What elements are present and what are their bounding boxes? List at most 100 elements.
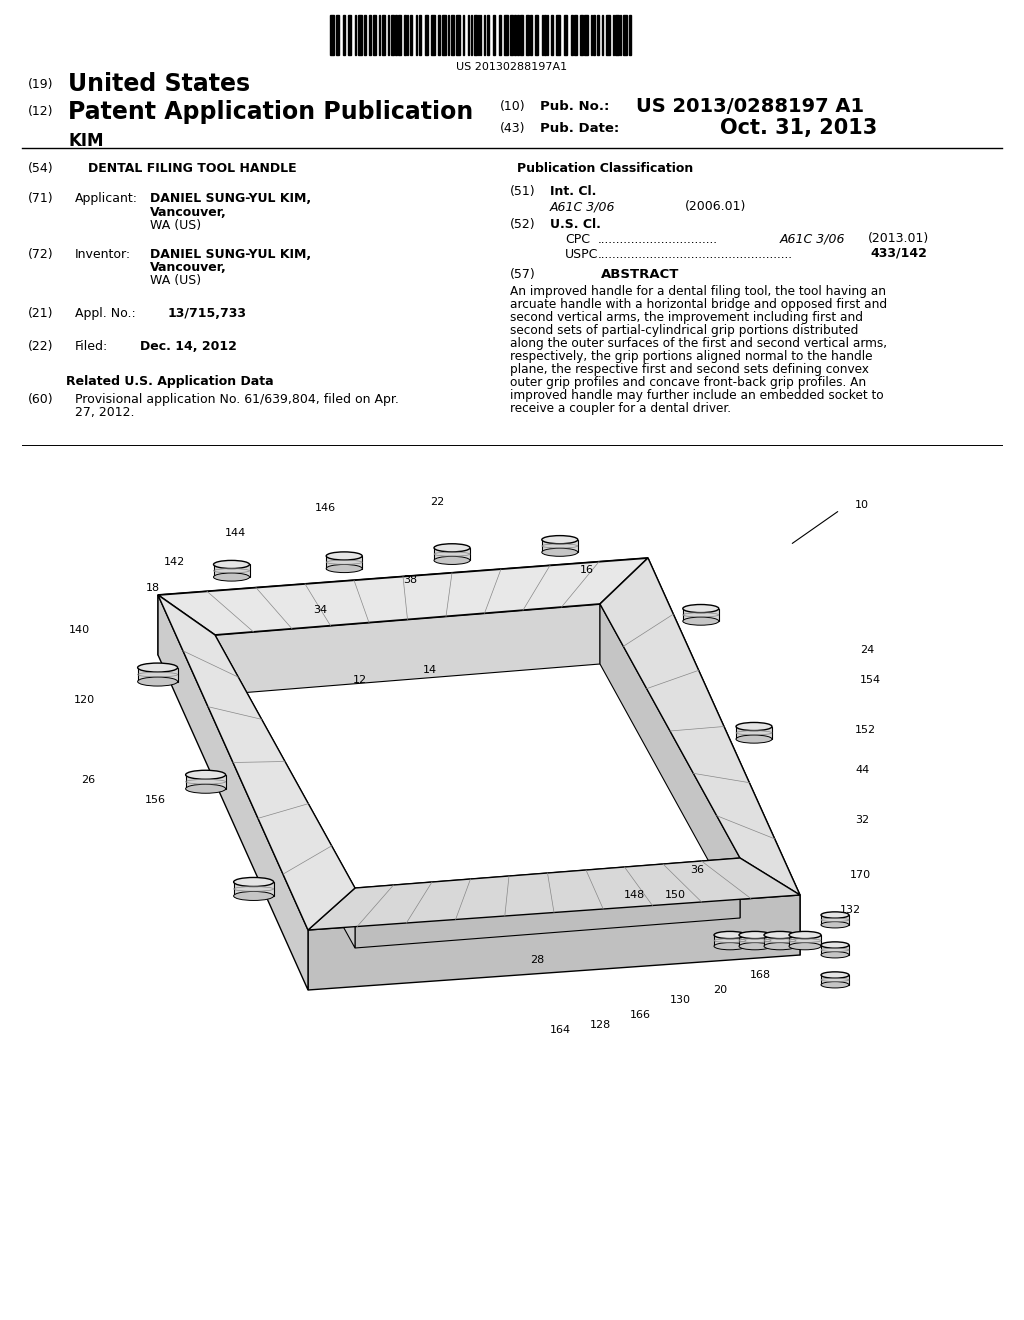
Text: Applicant:: Applicant: [75, 191, 138, 205]
Polygon shape [542, 540, 578, 552]
Bar [391, 15, 394, 55]
Polygon shape [790, 935, 821, 946]
Bar [373, 15, 376, 55]
Text: Pub. Date:: Pub. Date: [540, 121, 620, 135]
Text: U.S. Cl.: U.S. Cl. [550, 218, 601, 231]
Text: improved handle may further include an embedded socket to: improved handle may further include an e… [510, 389, 884, 403]
Ellipse shape [714, 932, 746, 939]
Text: Vancouver,: Vancouver, [150, 261, 226, 275]
Text: 18: 18 [145, 583, 160, 593]
Polygon shape [434, 548, 470, 561]
Ellipse shape [790, 932, 821, 939]
Text: 38: 38 [402, 576, 417, 585]
Text: 34: 34 [313, 605, 327, 615]
Text: WA (US): WA (US) [150, 275, 201, 286]
Text: (21): (21) [28, 308, 53, 319]
Bar [336, 15, 339, 55]
Text: 142: 142 [164, 557, 185, 568]
Text: 20: 20 [713, 985, 727, 995]
Bar [606, 15, 610, 55]
Ellipse shape [683, 618, 719, 626]
Text: outer grip profiles and concave front-back grip profiles. An: outer grip profiles and concave front-ba… [510, 376, 866, 389]
Bar [487, 15, 489, 55]
Ellipse shape [739, 942, 771, 950]
Text: 120: 120 [74, 696, 95, 705]
Text: US 20130288197A1: US 20130288197A1 [457, 62, 567, 73]
Bar [398, 15, 401, 55]
Ellipse shape [213, 573, 250, 581]
Text: Int. Cl.: Int. Cl. [550, 185, 596, 198]
Ellipse shape [233, 891, 273, 900]
Text: 16: 16 [580, 565, 594, 576]
Text: 154: 154 [860, 675, 881, 685]
Text: 148: 148 [624, 890, 645, 900]
Text: (10): (10) [500, 100, 525, 114]
Text: 156: 156 [145, 795, 166, 805]
Ellipse shape [542, 536, 578, 544]
Ellipse shape [821, 972, 849, 978]
Text: (51): (51) [510, 185, 536, 198]
Polygon shape [158, 595, 308, 990]
Text: ................................: ................................ [598, 234, 718, 246]
Text: 132: 132 [840, 906, 861, 915]
Text: (43): (43) [500, 121, 525, 135]
Bar [474, 15, 477, 55]
Bar [364, 15, 366, 55]
Text: (60): (60) [28, 393, 53, 407]
Text: United States: United States [68, 73, 250, 96]
Text: (72): (72) [28, 248, 53, 261]
Text: respectively, the grip portions aligned normal to the handle: respectively, the grip portions aligned … [510, 350, 872, 363]
Ellipse shape [185, 784, 225, 793]
Polygon shape [764, 935, 796, 946]
Polygon shape [714, 935, 746, 946]
Text: Provisional application No. 61/639,804, filed on Apr.: Provisional application No. 61/639,804, … [75, 393, 399, 407]
Bar [382, 15, 385, 55]
Bar [584, 15, 588, 55]
Text: Dec. 14, 2012: Dec. 14, 2012 [140, 341, 237, 352]
Text: (2013.01): (2013.01) [868, 232, 929, 246]
Polygon shape [308, 858, 800, 931]
Bar [410, 15, 412, 55]
Ellipse shape [790, 942, 821, 950]
Text: WA (US): WA (US) [150, 219, 201, 232]
Text: Pub. No.:: Pub. No.: [540, 100, 609, 114]
Ellipse shape [821, 912, 849, 919]
Polygon shape [739, 935, 771, 946]
Text: DENTAL FILING TOOL HANDLE: DENTAL FILING TOOL HANDLE [88, 162, 297, 176]
Bar [556, 15, 560, 55]
Text: 130: 130 [670, 995, 690, 1005]
Polygon shape [821, 945, 849, 954]
Bar [544, 15, 546, 55]
Text: DANIEL SUNG-YUL KIM,: DANIEL SUNG-YUL KIM, [150, 248, 311, 261]
Polygon shape [137, 668, 177, 681]
Polygon shape [736, 726, 772, 739]
Text: 170: 170 [850, 870, 871, 880]
Text: second sets of partial-cylindrical grip portions distributed: second sets of partial-cylindrical grip … [510, 323, 858, 337]
Polygon shape [821, 975, 849, 985]
Text: 146: 146 [314, 503, 336, 513]
Text: Vancouver,: Vancouver, [150, 206, 226, 219]
Bar [530, 15, 532, 55]
Ellipse shape [327, 552, 362, 560]
Ellipse shape [434, 544, 470, 552]
Ellipse shape [764, 942, 796, 950]
Bar [623, 15, 627, 55]
Polygon shape [355, 858, 740, 948]
Bar [419, 15, 421, 55]
Text: 10: 10 [855, 500, 869, 510]
Bar [574, 15, 577, 55]
Ellipse shape [821, 921, 849, 928]
Text: 144: 144 [224, 528, 246, 539]
Text: 13/715,733: 13/715,733 [168, 308, 247, 319]
Bar [597, 15, 599, 55]
Text: 22: 22 [430, 498, 444, 507]
Text: (54): (54) [28, 162, 53, 176]
Ellipse shape [821, 982, 849, 987]
Bar [348, 15, 351, 55]
Bar [615, 15, 618, 55]
Bar [629, 15, 631, 55]
Text: (57): (57) [510, 268, 536, 281]
Text: Publication Classification: Publication Classification [517, 162, 693, 176]
Bar [517, 15, 519, 55]
Text: plane, the respective first and second sets defining convex: plane, the respective first and second s… [510, 363, 869, 376]
